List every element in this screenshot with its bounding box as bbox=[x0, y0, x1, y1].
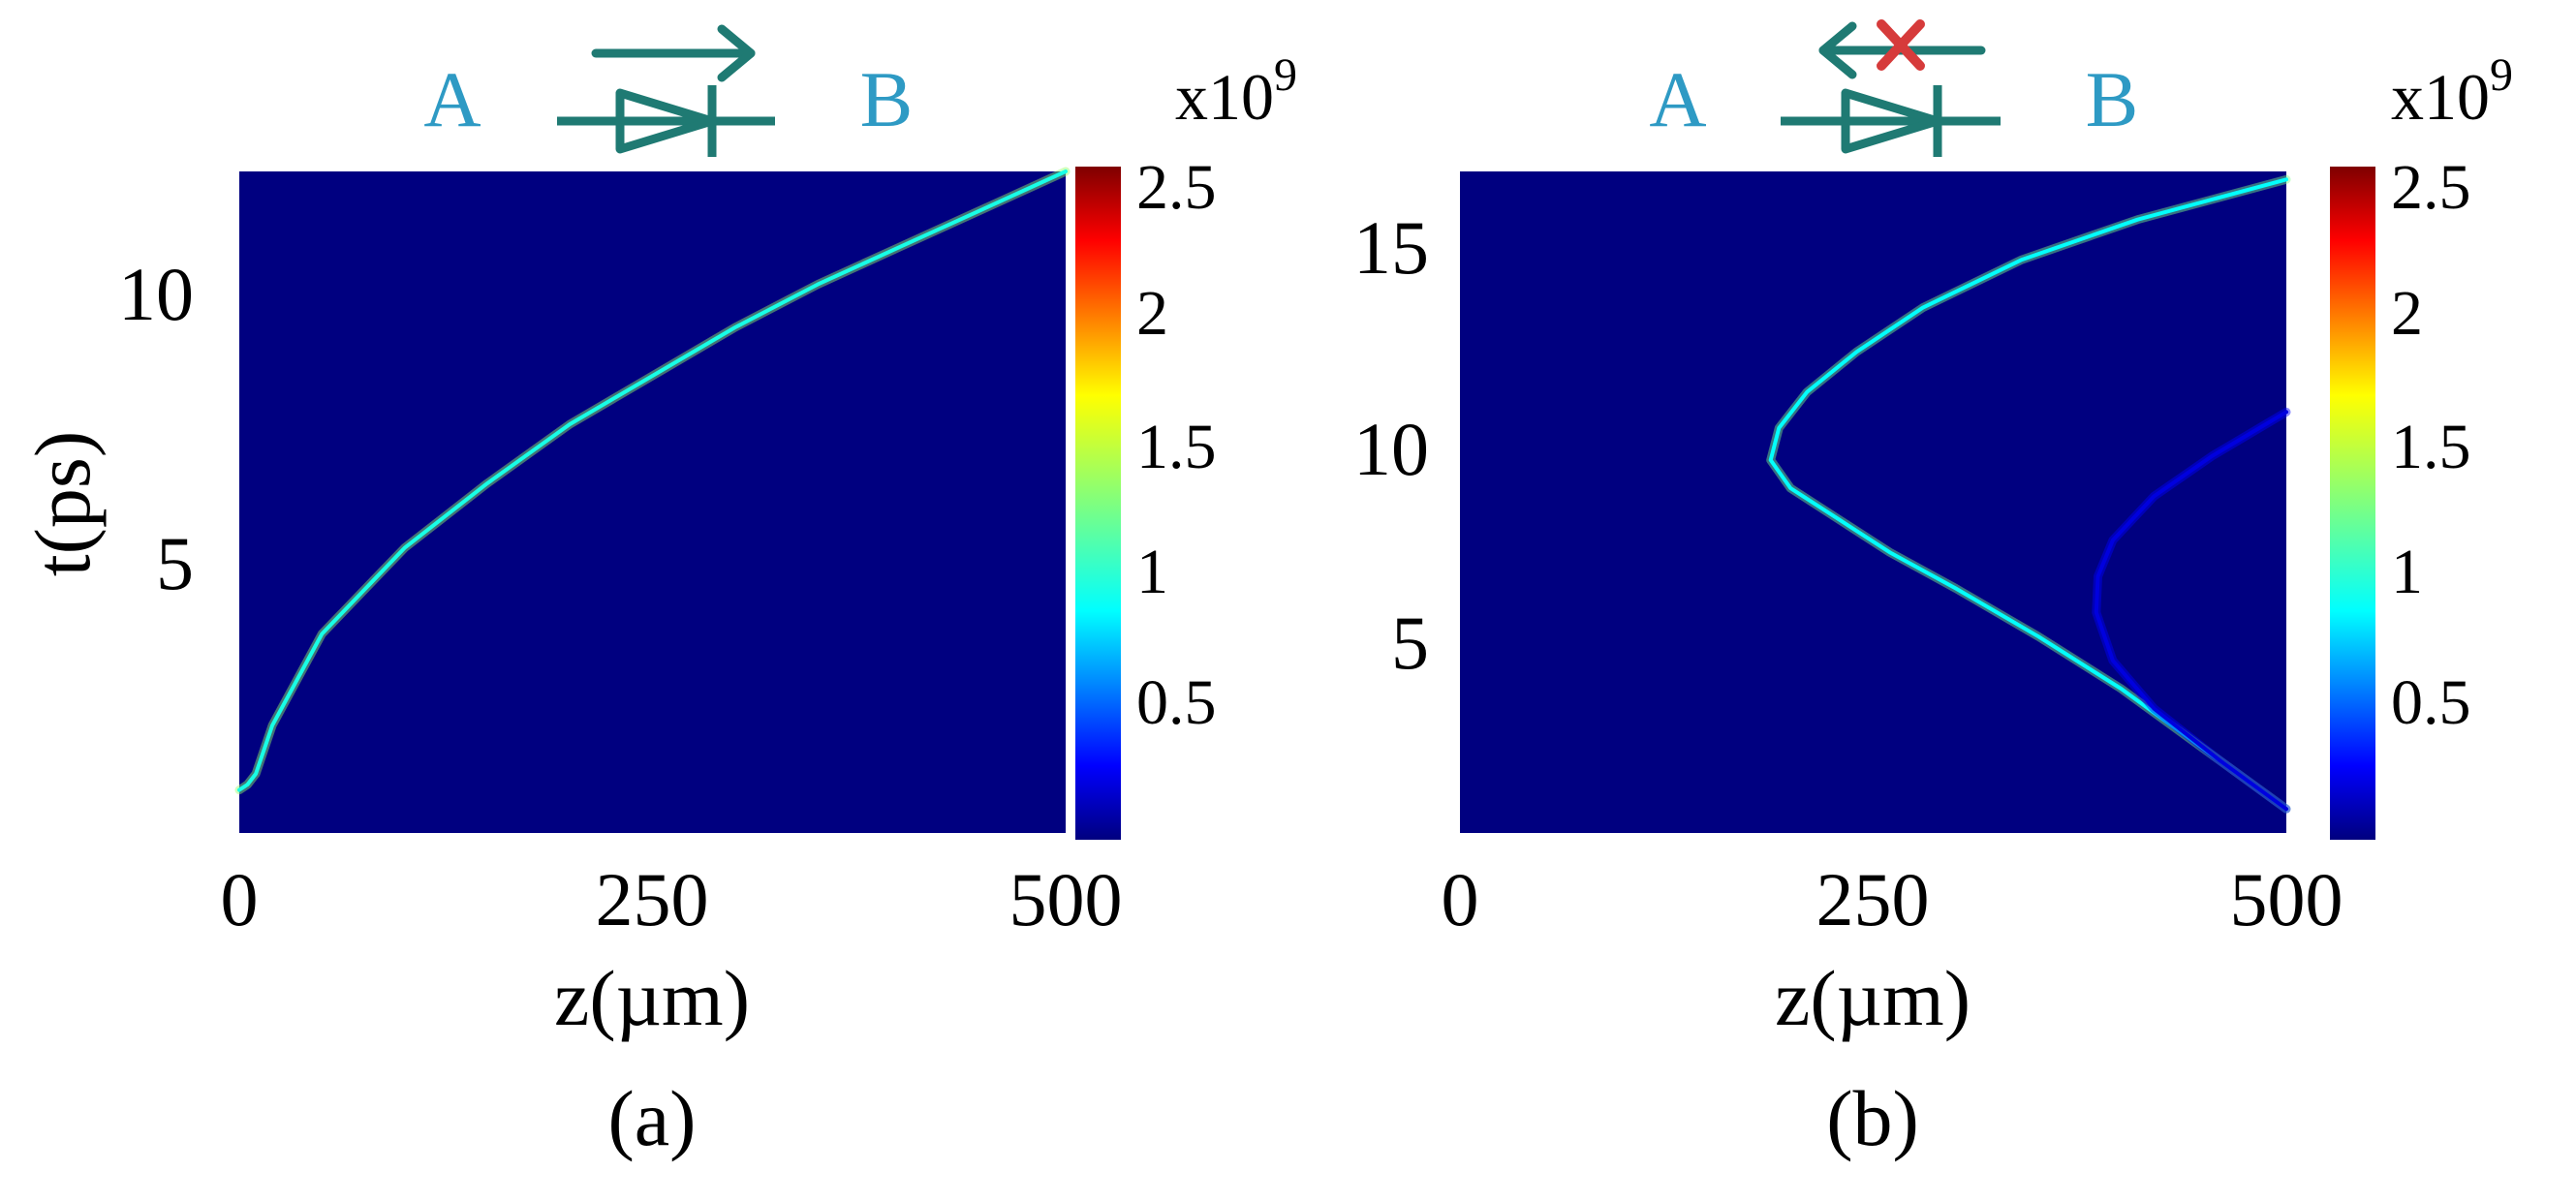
y-tick-b-1: 10 bbox=[1353, 407, 1429, 491]
colorbar-tick-a-4: 2.5 bbox=[1136, 152, 1217, 223]
colorbar-multiplier-a: x109 bbox=[1175, 49, 1297, 134]
x-tick-b-1: 250 bbox=[1816, 857, 1930, 941]
curves-b bbox=[1766, 174, 2291, 814]
ridge-curve-b-1 bbox=[2094, 410, 2288, 812]
plot-area-a bbox=[239, 171, 1066, 833]
colorbar-tick-b-1: 1 bbox=[2391, 537, 2423, 607]
endpoint-label-a-left: A bbox=[423, 55, 481, 143]
x-tick-b-2: 500 bbox=[2230, 857, 2343, 941]
y-tick-a-0: 5 bbox=[156, 521, 194, 605]
colorbar-b bbox=[2330, 167, 2375, 840]
diode-symbol-icon bbox=[1781, 85, 2001, 157]
curves-a bbox=[234, 167, 1071, 795]
x-mark-icon bbox=[1877, 19, 1925, 71]
colorbar-tick-b-2: 1.5 bbox=[2391, 412, 2471, 482]
schematic-b: A B bbox=[1649, 19, 2139, 157]
colorbar-tick-a-0: 0.5 bbox=[1136, 667, 1217, 738]
diode-symbol-icon bbox=[557, 85, 775, 157]
colorbar-tick-b-0: 0.5 bbox=[2391, 667, 2471, 738]
ridge-curve-a-0 bbox=[237, 170, 1068, 792]
endpoint-label-a-right: B bbox=[860, 55, 914, 143]
colorbar-multiplier-b-base: x10 bbox=[2391, 60, 2490, 134]
y-axis-label-a: t(ps) bbox=[18, 431, 107, 576]
colorbar-tick-a-3: 2 bbox=[1136, 278, 1168, 349]
x-tick-b-0: 0 bbox=[1442, 857, 1479, 941]
endpoint-label-b-right: B bbox=[2086, 55, 2139, 143]
x-tick-a-2: 500 bbox=[1009, 857, 1123, 941]
x-axis-label-b: z(µm) bbox=[1775, 954, 1971, 1042]
ridge-curve-b-0 bbox=[1768, 177, 2288, 812]
panel-caption-a: (a) bbox=[607, 1074, 696, 1162]
x-tick-a-1: 250 bbox=[596, 857, 709, 941]
plot-area-b bbox=[1460, 171, 2286, 833]
endpoint-label-b-left: A bbox=[1649, 55, 1706, 143]
colorbar-tick-a-2: 1.5 bbox=[1136, 412, 1217, 482]
colorbar-multiplier-a-base: x10 bbox=[1175, 60, 1274, 134]
schematic-a: A B bbox=[423, 24, 914, 157]
panel-caption-b: (b) bbox=[1826, 1074, 1919, 1162]
arrow-right-icon bbox=[591, 24, 756, 82]
x-axis-label-a: z(µm) bbox=[554, 954, 750, 1042]
y-tick-a-1: 10 bbox=[118, 252, 194, 336]
y-tick-b-2: 15 bbox=[1353, 205, 1429, 290]
colorbar-a bbox=[1075, 167, 1121, 840]
colorbar-tick-b-4: 2.5 bbox=[2391, 152, 2471, 223]
colorbar-tick-b-3: 2 bbox=[2391, 278, 2423, 349]
colorbar-tick-a-1: 1 bbox=[1136, 537, 1168, 607]
x-tick-a-0: 0 bbox=[221, 857, 259, 941]
colorbar-multiplier-b: x109 bbox=[2391, 49, 2513, 134]
y-tick-b-0: 5 bbox=[1391, 601, 1429, 685]
panel-b: A B 5 10 15 0 250 500 z(µm) bbox=[1353, 19, 2513, 1162]
panel-a: A B 5 10 t(ps) 0 250 500 z(µm) (a) x bbox=[18, 24, 1297, 1162]
colorbar-exponent-b: 9 bbox=[2490, 49, 2513, 101]
colorbar-exponent-a: 9 bbox=[1274, 49, 1297, 101]
